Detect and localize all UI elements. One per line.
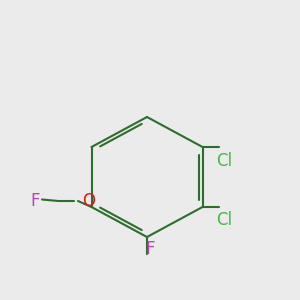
Text: Cl: Cl bbox=[216, 211, 232, 229]
Text: F: F bbox=[145, 240, 155, 258]
Text: O: O bbox=[82, 192, 95, 210]
Text: F: F bbox=[31, 192, 40, 210]
Text: Cl: Cl bbox=[216, 152, 232, 169]
